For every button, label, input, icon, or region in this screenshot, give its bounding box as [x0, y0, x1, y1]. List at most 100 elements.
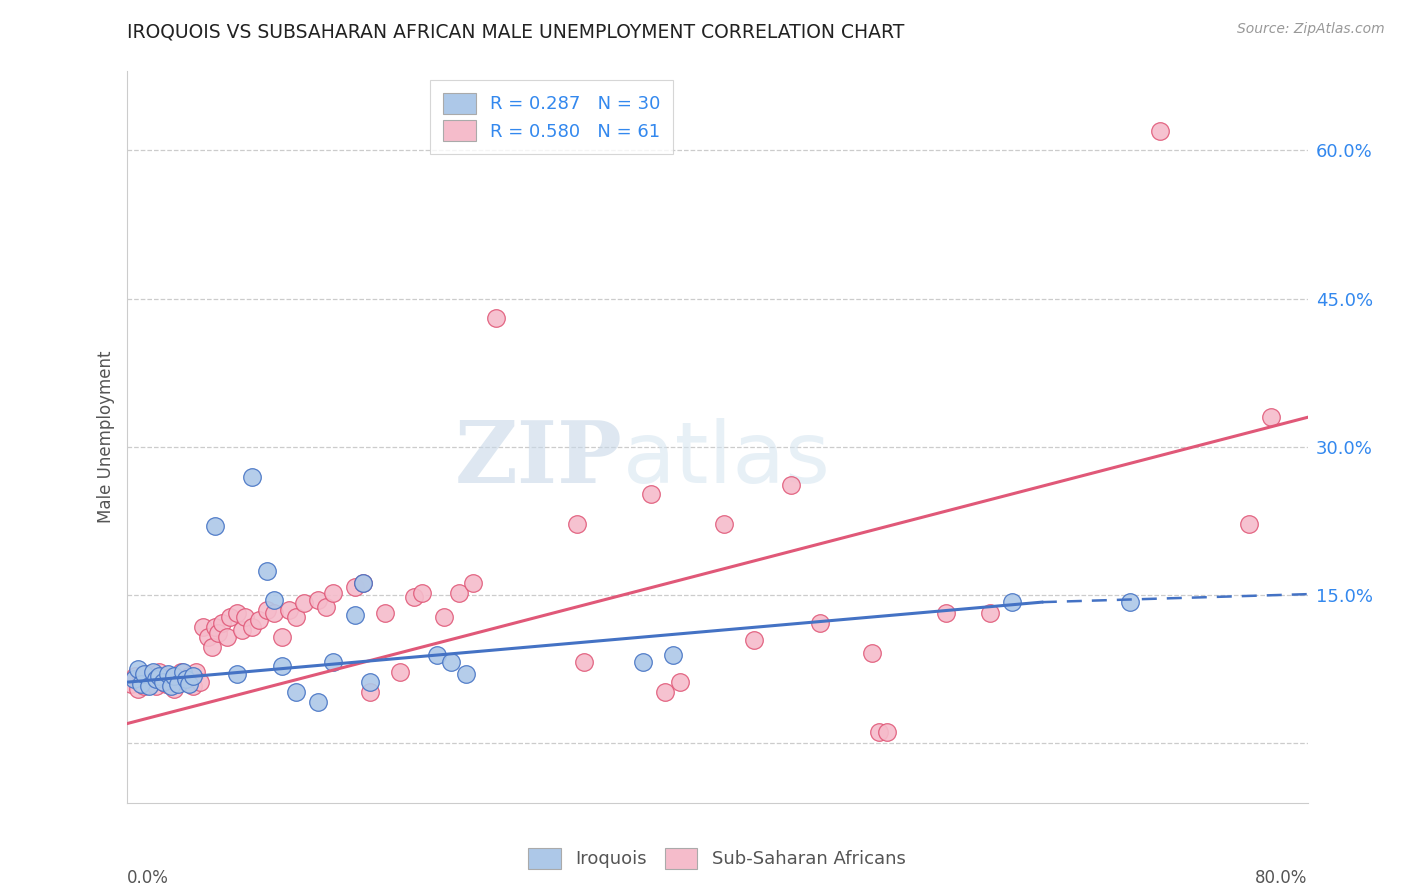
- Point: [278, 603, 301, 617]
- Point: [167, 677, 190, 691]
- Point: [181, 679, 204, 693]
- Text: 80.0%: 80.0%: [1256, 869, 1308, 887]
- Point: [860, 646, 883, 660]
- Point: [1001, 595, 1024, 609]
- Point: [197, 630, 219, 644]
- Point: [204, 519, 226, 533]
- Point: [124, 669, 146, 683]
- Point: [1119, 595, 1142, 609]
- Point: [1237, 517, 1260, 532]
- Point: [219, 610, 242, 624]
- Point: [285, 685, 308, 699]
- Point: [240, 620, 263, 634]
- Point: [440, 656, 463, 670]
- Point: [263, 606, 285, 620]
- Point: [263, 593, 285, 607]
- Point: [285, 610, 308, 624]
- Point: [134, 667, 156, 681]
- Point: [307, 695, 329, 709]
- Point: [226, 667, 249, 681]
- Text: ZIP: ZIP: [454, 417, 623, 501]
- Point: [307, 593, 329, 607]
- Point: [122, 672, 145, 686]
- Text: Source: ZipAtlas.com: Source: ZipAtlas.com: [1237, 22, 1385, 37]
- Point: [177, 677, 200, 691]
- Point: [129, 677, 153, 691]
- Point: [661, 648, 683, 662]
- Point: [640, 487, 662, 501]
- Point: [152, 672, 174, 686]
- Point: [322, 656, 344, 670]
- Text: IROQUOIS VS SUBSAHARAN AFRICAN MALE UNEMPLOYMENT CORRELATION CHART: IROQUOIS VS SUBSAHARAN AFRICAN MALE UNEM…: [127, 22, 904, 41]
- Point: [344, 580, 367, 594]
- Point: [484, 311, 508, 326]
- Point: [226, 606, 249, 620]
- Point: [322, 586, 344, 600]
- Point: [159, 669, 183, 683]
- Point: [211, 615, 233, 630]
- Point: [447, 586, 470, 600]
- Point: [979, 606, 1001, 620]
- Point: [374, 606, 396, 620]
- Point: [359, 675, 381, 690]
- Point: [138, 667, 160, 681]
- Point: [233, 610, 256, 624]
- Text: 0.0%: 0.0%: [127, 869, 169, 887]
- Point: [810, 615, 832, 630]
- Point: [240, 469, 263, 483]
- Point: [352, 576, 374, 591]
- Point: [188, 675, 211, 690]
- Point: [631, 656, 654, 670]
- Point: [204, 620, 226, 634]
- Point: [669, 675, 692, 690]
- Point: [231, 623, 253, 637]
- Point: [935, 606, 957, 620]
- Point: [256, 564, 278, 578]
- Point: [142, 665, 165, 680]
- Point: [207, 625, 229, 640]
- Point: [869, 724, 891, 739]
- Point: [359, 685, 381, 699]
- Point: [177, 669, 200, 683]
- Point: [156, 667, 179, 681]
- Point: [247, 613, 270, 627]
- Point: [152, 675, 174, 690]
- Point: [174, 675, 197, 690]
- Point: [138, 679, 160, 693]
- Point: [148, 665, 170, 680]
- Point: [148, 669, 170, 683]
- Point: [172, 665, 194, 680]
- Point: [181, 669, 204, 683]
- Legend: Iroquois, Sub-Saharan Africans: Iroquois, Sub-Saharan Africans: [516, 836, 918, 881]
- Point: [270, 630, 292, 644]
- Point: [411, 586, 433, 600]
- Point: [1260, 410, 1282, 425]
- Point: [256, 603, 278, 617]
- Point: [134, 679, 156, 693]
- Point: [120, 677, 142, 691]
- Point: [713, 517, 735, 532]
- Point: [145, 672, 167, 686]
- Point: [142, 675, 165, 690]
- Point: [163, 669, 186, 683]
- Y-axis label: Male Unemployment: Male Unemployment: [97, 351, 115, 524]
- Point: [129, 672, 153, 686]
- Point: [163, 682, 186, 697]
- Point: [876, 724, 898, 739]
- Point: [425, 648, 447, 662]
- Point: [352, 576, 374, 591]
- Point: [270, 659, 292, 673]
- Point: [388, 665, 411, 680]
- Point: [344, 607, 367, 622]
- Point: [742, 632, 765, 647]
- Point: [159, 679, 183, 693]
- Point: [145, 679, 167, 693]
- Point: [1149, 123, 1171, 137]
- Point: [184, 665, 207, 680]
- Point: [463, 576, 485, 591]
- Point: [433, 610, 456, 624]
- Point: [779, 477, 801, 491]
- Text: atlas: atlas: [623, 417, 831, 500]
- Point: [292, 596, 315, 610]
- Point: [315, 600, 337, 615]
